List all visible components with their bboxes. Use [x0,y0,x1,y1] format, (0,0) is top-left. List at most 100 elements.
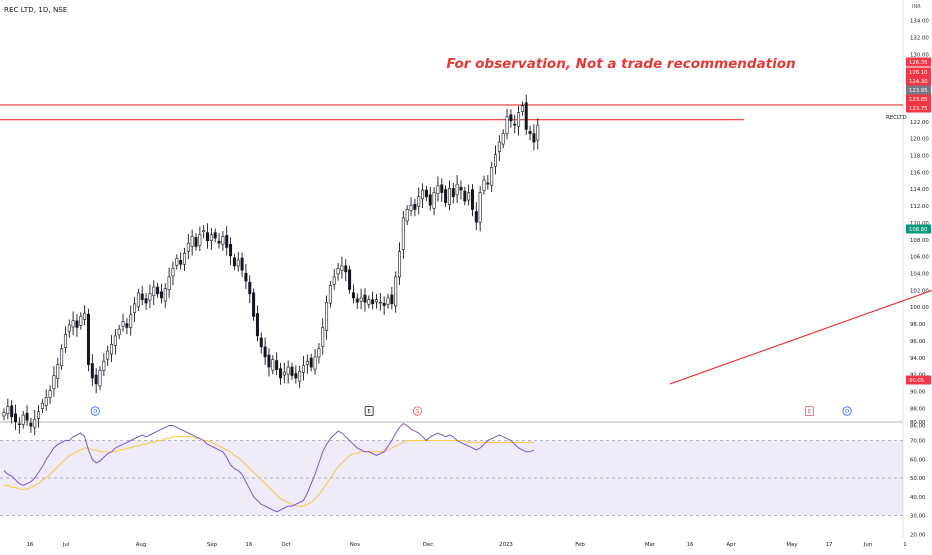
candle-body [517,112,521,127]
candle-body [171,268,175,277]
candle-body [113,335,117,346]
candle-body [225,235,229,248]
candle-body [302,365,306,373]
candle-body [451,188,455,198]
y-tick-label: 132.00 [910,36,929,42]
candle-body [263,346,267,358]
candle-body [6,406,10,414]
candle-body [79,316,83,326]
price-badge-label: 123.85 [909,97,928,103]
candle-body [317,348,321,358]
y-tick-label: 120.00 [910,137,929,143]
candle-body [129,314,133,328]
candle-body [344,265,348,273]
x-tick-label: Apr [726,542,736,548]
price-badge-label: 126.10 [909,70,928,76]
candle-body [417,196,421,207]
rsi-tick-label: 40.00 [910,495,926,501]
candle-body [10,405,14,418]
x-tick-label: 16 [27,542,34,548]
candle-body [40,403,44,410]
candle-body [371,299,375,305]
rsi-tick-label: 80.00 [910,420,926,426]
candle-body [405,209,409,222]
candle-body [90,363,94,379]
rsi-tick-label: 70.00 [910,439,926,445]
candle-body [194,237,198,247]
event-label: D [93,409,97,415]
candle-body [102,360,106,371]
candle-body [255,313,259,337]
candle-body [17,423,21,426]
candle-body [340,265,344,271]
candle-body [328,285,332,304]
candle-body [159,291,163,299]
candle-body [190,236,194,247]
candle-body [271,359,275,371]
candle-body [186,242,190,252]
event-marker-s [412,406,423,416]
x-tick-label: Oct [281,542,290,548]
rsi-line [3,422,535,513]
candle-body [513,123,517,126]
y-tick-label: 130.00 [910,52,929,58]
candle-body [37,411,41,419]
y-tick-label: 86.00 [910,423,926,429]
price-badge-label: 124.30 [909,79,928,85]
candle-body [133,303,137,314]
candle-body [413,203,417,210]
candle-body [374,299,378,303]
candle-body [386,297,390,305]
candle-body [25,412,29,421]
x-tick-label: Aug [136,542,147,548]
candle-body [136,292,140,308]
candle-body [229,244,233,257]
candle-body [290,366,294,376]
candle-body [332,276,336,285]
event-marker-d [90,406,100,416]
price-badge [906,224,931,234]
y-tick-label: 102.00 [910,288,929,294]
candle-body [367,299,371,305]
rsi-tick-label: 20.00 [910,532,926,538]
candle-body [163,288,167,302]
candle-body [409,204,413,211]
candle-body [436,185,440,194]
candle-body [505,116,509,134]
candle-body [490,167,494,186]
candle-body [221,236,225,245]
candle-body [209,234,213,241]
price-badge [906,375,931,385]
y-tick-label: 104.00 [910,272,929,278]
candle-body [206,232,210,241]
price-badge [906,76,931,86]
candle-body [179,260,183,265]
candle-body [455,183,459,196]
candle-body [424,189,428,198]
candle-body [536,124,540,141]
candle-body [398,251,402,278]
candle-body [294,373,298,379]
candle-body [67,324,71,332]
candle-body [83,312,87,320]
y-tick-label: 96.00 [910,339,926,345]
event-marker-e [805,406,814,416]
price-badge [906,94,931,104]
candle-body [440,184,444,193]
candle-body [482,179,486,191]
candle-body [110,344,114,355]
price-badge [906,67,931,77]
candle-body [501,133,505,145]
price-badge-label: 126.35 [909,60,928,66]
symbol-header: REC LTD, 1D, NSE [4,6,68,14]
candle-body [509,114,513,122]
candle-body [444,189,448,204]
candle-body [152,286,156,297]
candle-body [71,320,75,328]
x-tick-label: Nov [350,542,361,548]
y-tick-label: 98.00 [910,322,926,328]
candle-body [98,370,102,387]
price-badge [906,57,931,67]
